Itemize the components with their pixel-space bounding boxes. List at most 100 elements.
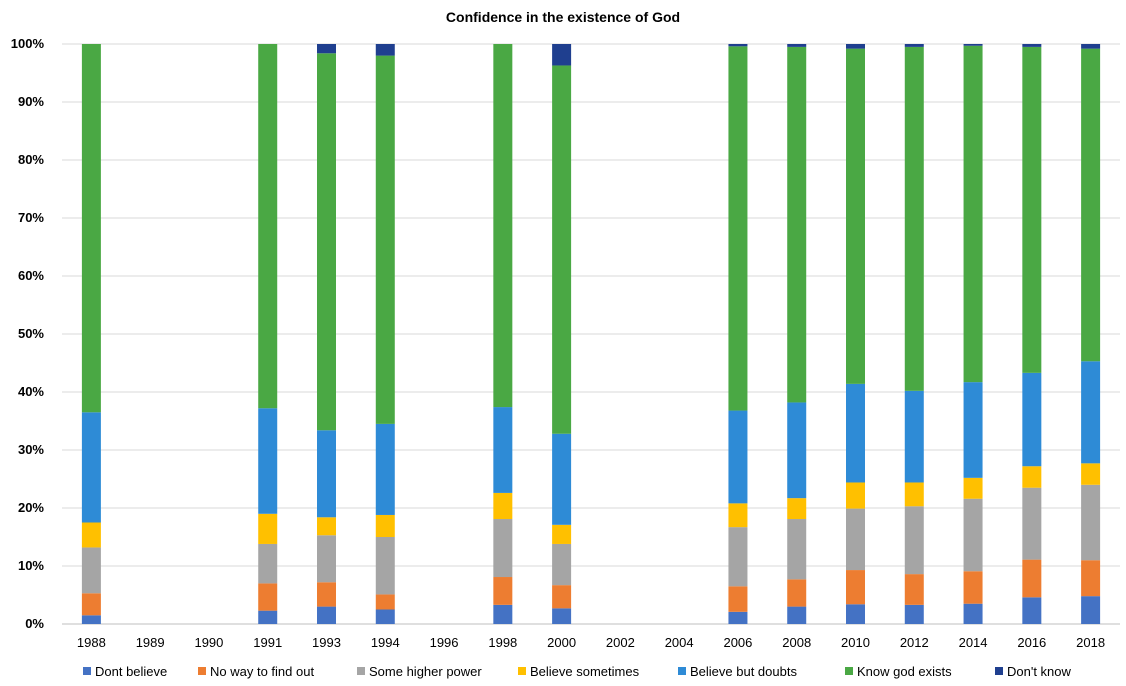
- x-tick-label: 2004: [665, 635, 694, 650]
- bar-segment: [552, 608, 572, 624]
- bar-segment: [728, 410, 748, 504]
- y-axis-ticks: 0% 10% 20% 30% 40% 50% 60% 70% 80% 90% 100%: [11, 36, 45, 631]
- y-tick-label: 10%: [18, 558, 44, 573]
- y-tick-label: 30%: [18, 442, 44, 457]
- bar-segment: [846, 508, 865, 571]
- bar-segment: [375, 537, 395, 595]
- legend: Dont believe No way to find out Some highe…: [83, 664, 1072, 679]
- legend-swatch: [198, 667, 206, 675]
- legend-swatch: [678, 667, 686, 675]
- bar-segment: [375, 44, 395, 56]
- bar-segment: [1022, 44, 1042, 47]
- bar-segment: [846, 383, 865, 483]
- x-tick-label: 1990: [194, 635, 223, 650]
- y-tick-label: 60%: [18, 268, 44, 283]
- bar-segment: [552, 585, 572, 609]
- bar-segment: [258, 610, 278, 624]
- bar-segment: [846, 482, 865, 509]
- bar-segment: [1022, 466, 1042, 488]
- bar-segment: [258, 44, 278, 409]
- y-tick-label: 80%: [18, 152, 44, 167]
- bar-segment: [846, 48, 865, 384]
- bar-segment: [728, 611, 748, 624]
- legend-label: Dont believe: [95, 664, 167, 679]
- gridlines: [62, 43, 1120, 625]
- bar-segment: [81, 44, 101, 413]
- bar-segment: [493, 604, 513, 624]
- bar-segment: [493, 492, 513, 520]
- bar-series: [81, 44, 1101, 624]
- bar-segment: [1022, 487, 1042, 560]
- bar-segment: [1022, 559, 1042, 598]
- bar-segment: [258, 543, 278, 584]
- bar-segment: [258, 583, 278, 611]
- bar-segment: [904, 46, 924, 391]
- legend-swatch: [357, 667, 365, 675]
- bar-segment: [81, 522, 101, 548]
- x-tick-label: 2008: [782, 635, 811, 650]
- x-tick-label: 2018: [1076, 635, 1105, 650]
- bar-segment: [375, 55, 395, 424]
- bar-segment: [317, 44, 336, 54]
- bar-segment: [81, 412, 101, 523]
- bar-segment: [963, 498, 983, 572]
- bar-segment: [375, 514, 395, 537]
- bar-segment: [375, 594, 395, 610]
- y-tick-label: 0%: [25, 616, 44, 631]
- bar-segment: [963, 477, 983, 499]
- legend-label: Believe sometimes: [530, 664, 640, 679]
- bar-segment: [787, 498, 807, 520]
- bar-segment: [963, 603, 983, 624]
- bar-segment: [787, 46, 807, 403]
- bar-segment: [904, 482, 924, 507]
- y-tick-label: 50%: [18, 326, 44, 341]
- bar-segment: [787, 44, 807, 47]
- bar-segment: [846, 44, 865, 49]
- bar-segment: [904, 506, 924, 575]
- x-tick-label: 2010: [841, 635, 870, 650]
- y-tick-label: 40%: [18, 384, 44, 399]
- bar-segment: [787, 519, 807, 580]
- bar-segment: [904, 390, 924, 483]
- bar-segment: [1081, 596, 1101, 624]
- bar-segment: [317, 606, 336, 624]
- bar-segment: [1081, 361, 1101, 464]
- bar-segment: [1022, 597, 1042, 624]
- legend-swatch: [83, 667, 91, 675]
- legend-swatch: [518, 667, 526, 675]
- bar-segment: [787, 402, 807, 499]
- legend-label: No way to find out: [210, 664, 314, 679]
- legend-label: Know god exists: [857, 664, 952, 679]
- bar-segment: [1022, 46, 1042, 373]
- y-tick-label: 70%: [18, 210, 44, 225]
- bar-segment: [317, 517, 336, 536]
- x-tick-label: 2016: [1017, 635, 1046, 650]
- x-tick-label: 1994: [371, 635, 400, 650]
- bar-segment: [493, 519, 513, 578]
- bar-segment: [258, 513, 278, 544]
- bar-segment: [552, 65, 572, 434]
- x-tick-label: 1989: [136, 635, 165, 650]
- bar-segment: [258, 408, 278, 514]
- x-tick-label: 1988: [77, 635, 106, 650]
- legend-label: Don't know: [1007, 664, 1072, 679]
- legend-label: Some higher power: [369, 664, 482, 679]
- legend-swatch: [995, 667, 1003, 675]
- bar-segment: [81, 615, 101, 624]
- bar-segment: [493, 44, 513, 408]
- bar-segment: [1081, 48, 1101, 362]
- x-tick-label: 1993: [312, 635, 341, 650]
- x-tick-label: 2014: [959, 635, 988, 650]
- x-tick-label: 1991: [253, 635, 282, 650]
- bar-segment: [904, 44, 924, 47]
- bar-segment: [317, 582, 336, 607]
- bar-segment: [728, 527, 748, 587]
- bar-segment: [963, 571, 983, 604]
- bar-segment: [1081, 463, 1101, 485]
- bar-segment: [728, 503, 748, 528]
- bar-segment: [317, 430, 336, 518]
- bar-segment: [552, 44, 572, 66]
- x-tick-label: 1996: [430, 635, 459, 650]
- x-tick-label: 2002: [606, 635, 635, 650]
